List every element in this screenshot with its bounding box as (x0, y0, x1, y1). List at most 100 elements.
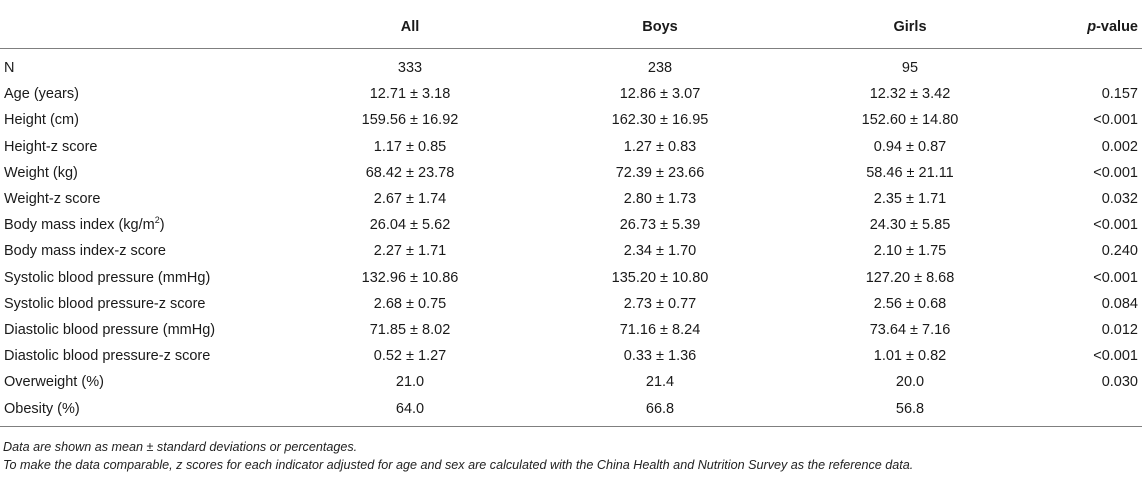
table-row: Body mass index-z score 2.27 ± 1.71 2.34… (0, 238, 1142, 264)
cell-p-value: 0.084 (1101, 295, 1138, 312)
cell-girls: 2.10 ± 1.75 (873, 243, 947, 260)
table-row: Weight-z score 2.67 ± 1.74 2.80 ± 1.73 2… (0, 186, 1142, 212)
table-row: N 333 238 95 (0, 49, 1142, 82)
cell-boys: 135.20 ± 10.80 (611, 269, 709, 286)
row-label: N (4, 60, 15, 77)
table-row: Body mass index (kg/m2) 26.04 ± 5.62 26.… (0, 212, 1142, 238)
cell-girls: 73.64 ± 7.16 (869, 321, 951, 338)
cell-boys: 162.30 ± 16.95 (611, 112, 709, 129)
table-row: Overweight (%) 21.0 21.4 20.0 0.030 (0, 369, 1142, 395)
cell-p-value (1030, 49, 1142, 82)
cell-girls: 12.32 ± 3.42 (869, 86, 951, 103)
cell-boys: 2.34 ± 1.70 (623, 243, 697, 260)
row-label: Height (cm) (4, 112, 79, 129)
row-label: Overweight (%) (4, 374, 104, 391)
row-label: Height-z score (4, 138, 98, 155)
table-row: Systolic blood pressure-z score 2.68 ± 0… (0, 291, 1142, 317)
table-row: Obesity (%) 64.0 66.8 56.8 (0, 395, 1142, 427)
row-label: Age (years) (4, 86, 79, 103)
row-label-text-end: ) (159, 217, 165, 234)
cell-boys: 0.33 ± 1.36 (623, 348, 697, 365)
cell-all: 68.42 ± 23.78 (365, 164, 455, 181)
cell-p-value: <0.001 (1093, 164, 1138, 181)
cell-all: 71.85 ± 8.02 (369, 321, 451, 338)
cell-all: 64.0 (290, 395, 530, 427)
cell-boys: 12.86 ± 3.07 (619, 86, 701, 103)
cell-all: 12.71 ± 3.18 (369, 86, 451, 103)
cell-p-value: 0.032 (1101, 191, 1138, 208)
header-boys: Boys (530, 12, 790, 49)
header-label (0, 12, 290, 49)
row-label: Systolic blood pressure-z score (4, 295, 206, 312)
cell-boys: 2.80 ± 1.73 (623, 191, 697, 208)
cell-all: 0.52 ± 1.27 (373, 348, 447, 365)
cell-p-value: 0.240 (1101, 243, 1138, 260)
cell-all: 2.67 ± 1.74 (373, 191, 447, 208)
table-row: Diastolic blood pressure (mmHg) 71.85 ± … (0, 317, 1142, 343)
cell-boys: 238 (647, 60, 673, 77)
cell-p-value: 0.012 (1101, 321, 1138, 338)
cell-all: 333 (397, 60, 423, 77)
cell-all: 159.56 ± 16.92 (361, 112, 459, 129)
table-row: Diastolic blood pressure-z score 0.52 ± … (0, 343, 1142, 369)
cell-girls: 95 (901, 60, 919, 77)
table-row: Height (cm) 159.56 ± 16.92 162.30 ± 16.9… (0, 107, 1142, 133)
row-label: Body mass index (kg/m2) (0, 212, 290, 238)
header-row: All Boys Girls p-value (0, 12, 1142, 49)
data-table-container: All Boys Girls p-value N 333 238 95 Age … (0, 12, 1142, 427)
header-girls: Girls (790, 12, 1030, 49)
row-label: Weight (kg) (4, 164, 78, 181)
cell-all: 26.04 ± 5.62 (369, 217, 451, 234)
row-label: Diastolic blood pressure-z score (4, 348, 211, 365)
cell-p-value: <0.001 (1093, 217, 1138, 234)
cell-girls: 2.56 ± 0.68 (873, 295, 947, 312)
row-label-superscript: 2 (154, 215, 160, 226)
cell-p-value: 0.002 (1101, 138, 1138, 155)
cell-girls: 152.60 ± 14.80 (861, 112, 959, 129)
cell-girls: 2.35 ± 1.71 (873, 191, 947, 208)
cell-girls: 56.8 (790, 395, 1030, 427)
cell-p-value: <0.001 (1093, 348, 1138, 365)
table-body: N 333 238 95 Age (years) 12.71 ± 3.18 12… (0, 49, 1142, 427)
cell-p-value: 0.030 (1101, 374, 1138, 391)
table-row: Height-z score 1.17 ± 0.85 1.27 ± 0.83 0… (0, 134, 1142, 160)
cell-girls: 0.94 ± 0.87 (873, 138, 947, 155)
cell-p-value: <0.001 (1093, 112, 1138, 129)
cell-p-value: <0.001 (1093, 269, 1138, 286)
cell-girls: 58.46 ± 21.11 (866, 164, 954, 181)
cell-boys: 71.16 ± 8.24 (619, 321, 701, 338)
cell-boys: 2.73 ± 0.77 (623, 295, 697, 312)
row-label: Body mass index-z score (4, 243, 166, 260)
cell-all: 1.17 ± 0.85 (373, 138, 447, 155)
header-all: All (290, 12, 530, 49)
cell-girls: 24.30 ± 5.85 (869, 217, 951, 234)
table-header: All Boys Girls p-value (0, 12, 1142, 49)
row-label: Weight-z score (4, 191, 101, 208)
cell-all: 2.68 ± 0.75 (373, 295, 447, 312)
cell-p-value (1030, 395, 1142, 427)
characteristics-table: All Boys Girls p-value N 333 238 95 Age … (0, 12, 1142, 427)
row-label: Diastolic blood pressure (mmHg) (4, 321, 216, 338)
footnote: Data are shown as mean ± standard deviat… (3, 440, 358, 454)
cell-girls: 20.0 (895, 374, 925, 391)
table-row: Age (years) 12.71 ± 3.18 12.86 ± 3.07 12… (0, 81, 1142, 107)
cell-girls: 1.01 ± 0.82 (873, 348, 947, 365)
row-label: Obesity (%) (0, 395, 290, 427)
table-row: Systolic blood pressure (mmHg) 132.96 ± … (0, 265, 1142, 291)
header-p-suffix: -value (1096, 19, 1138, 35)
header-p-value: p-value (1030, 12, 1142, 49)
header-p-italic: p (1087, 19, 1097, 35)
cell-boys: 21.4 (645, 374, 675, 391)
row-label: Systolic blood pressure (mmHg) (4, 269, 211, 286)
row-label-text: Body mass index (kg/m (4, 217, 155, 234)
cell-all: 21.0 (395, 374, 425, 391)
footnote: To make the data comparable, z scores fo… (3, 458, 914, 472)
cell-boys: 66.8 (530, 395, 790, 427)
cell-all: 132.96 ± 10.86 (361, 269, 459, 286)
cell-p-value: 0.157 (1101, 86, 1138, 103)
table-row: Weight (kg) 68.42 ± 23.78 72.39 ± 23.66 … (0, 160, 1142, 186)
cell-all: 2.27 ± 1.71 (373, 243, 447, 260)
table-footnotes: Data are shown as mean ± standard deviat… (3, 438, 1141, 474)
cell-girls: 127.20 ± 8.68 (865, 269, 955, 286)
cell-boys: 72.39 ± 23.66 (615, 164, 705, 181)
